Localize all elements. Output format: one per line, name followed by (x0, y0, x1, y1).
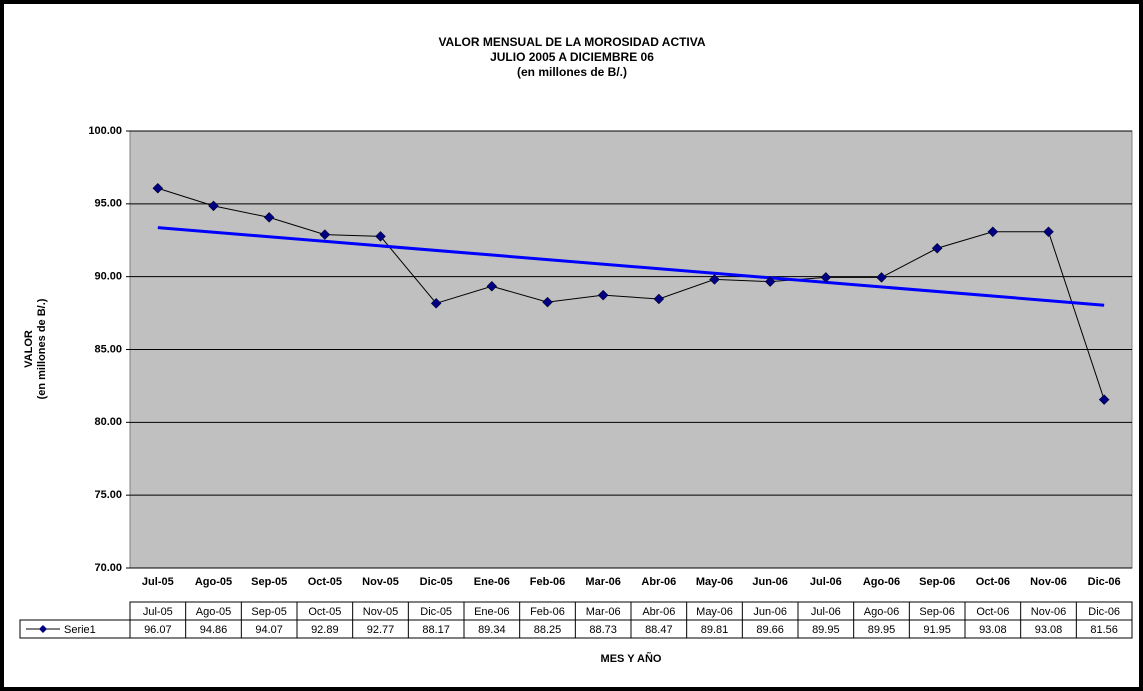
table-header: Abr-06 (642, 606, 675, 618)
table-header: Ago-06 (864, 606, 899, 618)
data-point (263, 212, 275, 223)
x-tick-label: Nov-05 (362, 576, 399, 588)
legend-label: Serie1 (64, 624, 96, 636)
table-header: Dic-05 (420, 606, 452, 618)
x-tick-label: Ago-06 (863, 576, 900, 588)
y-axis-label: VALOR (23, 330, 35, 368)
x-tick-label: Oct-05 (308, 576, 342, 588)
data-point (764, 276, 776, 287)
table-value: 88.73 (589, 624, 617, 636)
table-value: 81.56 (1090, 624, 1118, 636)
table-value: 93.08 (1035, 624, 1063, 636)
x-tick-label: Sep-05 (251, 576, 287, 588)
table-header: Nov-05 (363, 606, 398, 618)
table-value: 91.95 (923, 624, 951, 636)
x-tick-label: Abr-06 (641, 576, 676, 588)
x-tick-label: May-06 (696, 576, 733, 588)
data-point (1043, 226, 1054, 238)
table-value: 89.66 (756, 624, 784, 636)
table-value: 88.25 (534, 624, 562, 636)
table-value: 89.81 (701, 624, 729, 636)
y-tick-label: 85.00 (94, 343, 122, 355)
data-point (820, 272, 832, 283)
data-point (542, 296, 553, 308)
y-tick-label: 75.00 (94, 489, 122, 501)
x-tick-label: Jul-05 (142, 576, 174, 588)
data-point (876, 272, 887, 283)
x-axis-label: MES Y AÑO (601, 652, 662, 665)
chart-subtitle: JULIO 2005 A DICIEMBRE 06 (490, 50, 654, 64)
table-value: 88.17 (422, 624, 450, 636)
table-row-box (19, 619, 1133, 639)
table-value: 92.77 (367, 624, 395, 636)
table-value: 93.08 (979, 624, 1007, 636)
y-tick-label: 80.00 (94, 416, 122, 428)
table-header: Ago-05 (196, 606, 231, 618)
data-point (597, 289, 609, 301)
table-header: Nov-06 (1031, 606, 1066, 618)
chart-subtitle: (en millones de B/.) (517, 65, 627, 79)
table-value: 89.34 (478, 624, 506, 636)
data-point (375, 230, 386, 242)
table-header: Mar-06 (586, 606, 621, 618)
table-header: Jun-06 (753, 606, 787, 618)
x-tick-label: Sep-06 (919, 576, 955, 588)
legend-marker (39, 625, 47, 633)
y-axis-label: (en millones de B/.) (36, 298, 48, 399)
table-value: 94.07 (255, 624, 283, 636)
data-point (208, 200, 219, 212)
x-tick-label: Feb-06 (530, 576, 565, 588)
table-header: Oct-05 (308, 606, 341, 618)
y-tick-label: 95.00 (94, 198, 122, 210)
table-value: 89.95 (812, 624, 840, 636)
data-point (486, 280, 498, 292)
table-value: 88.47 (645, 624, 673, 636)
x-tick-label: Mar-06 (585, 576, 620, 588)
x-tick-label: Ene-06 (474, 576, 510, 588)
data-point (1098, 394, 1110, 405)
x-tick-label: Ago-05 (195, 576, 232, 588)
data-point (152, 182, 164, 194)
data-point (430, 297, 442, 309)
y-tick-label: 100.00 (88, 125, 122, 137)
table-header: Jul-06 (811, 606, 841, 618)
chart-title: VALOR MENSUAL DE LA MOROSIDAD ACTIVA (438, 35, 705, 49)
data-point (709, 274, 720, 285)
x-tick-label: Oct-06 (976, 576, 1010, 588)
table-header: Dic-06 (1088, 606, 1120, 618)
table-header: Ene-06 (474, 606, 509, 618)
table-header: Sep-05 (251, 606, 286, 618)
x-tick-label: Dic-05 (420, 576, 453, 588)
data-point (931, 242, 943, 254)
x-tick-label: Jul-06 (810, 576, 842, 588)
y-tick-label: 70.00 (94, 562, 122, 574)
x-tick-label: Dic-06 (1088, 576, 1121, 588)
table-value: 92.89 (311, 624, 339, 636)
trend-line (157, 226, 1105, 307)
table-value: 89.95 (868, 624, 896, 636)
table-header: Oct-06 (976, 606, 1009, 618)
data-point (987, 226, 999, 238)
series-line (157, 187, 1105, 400)
table-value: 96.07 (144, 624, 172, 636)
table-header: Sep-06 (919, 606, 954, 618)
table-value: 94.86 (200, 624, 228, 636)
table-header: Feb-06 (530, 606, 565, 618)
x-tick-label: Nov-06 (1030, 576, 1067, 588)
x-tick-label: Jun-06 (752, 576, 787, 588)
data-point (653, 293, 665, 305)
table-header: May-06 (696, 606, 733, 618)
data-point (319, 229, 331, 240)
y-tick-label: 90.00 (94, 271, 122, 283)
table-header: Jul-05 (143, 606, 173, 618)
